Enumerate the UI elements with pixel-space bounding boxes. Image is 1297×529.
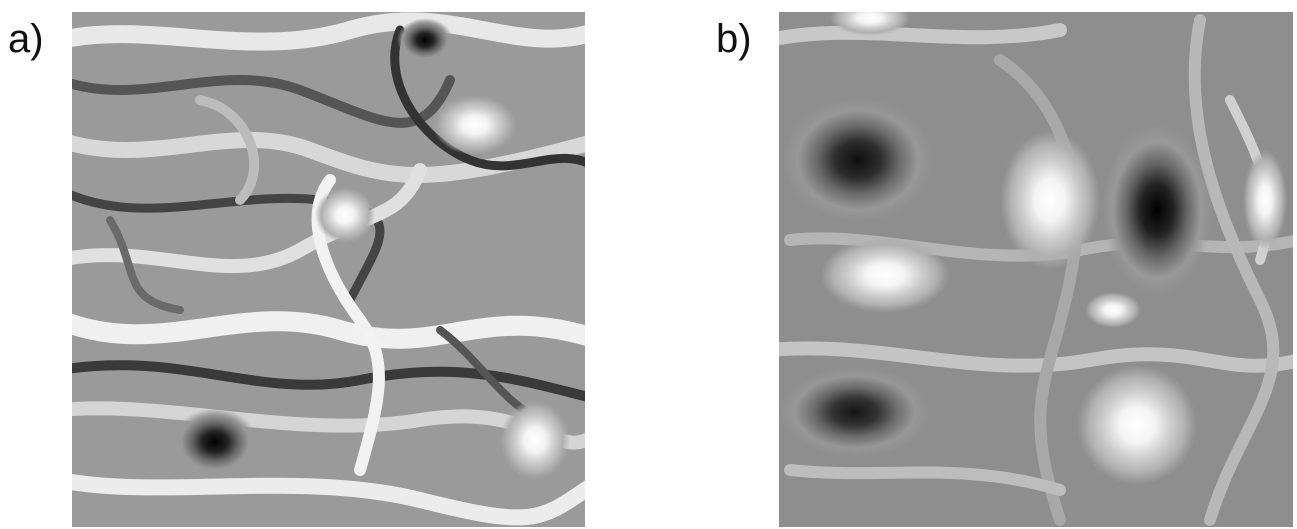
panel-b-image	[779, 12, 1293, 527]
panel-label: b)	[716, 17, 752, 61]
panel-a-image	[72, 12, 585, 527]
panel-label: a)	[8, 17, 44, 61]
